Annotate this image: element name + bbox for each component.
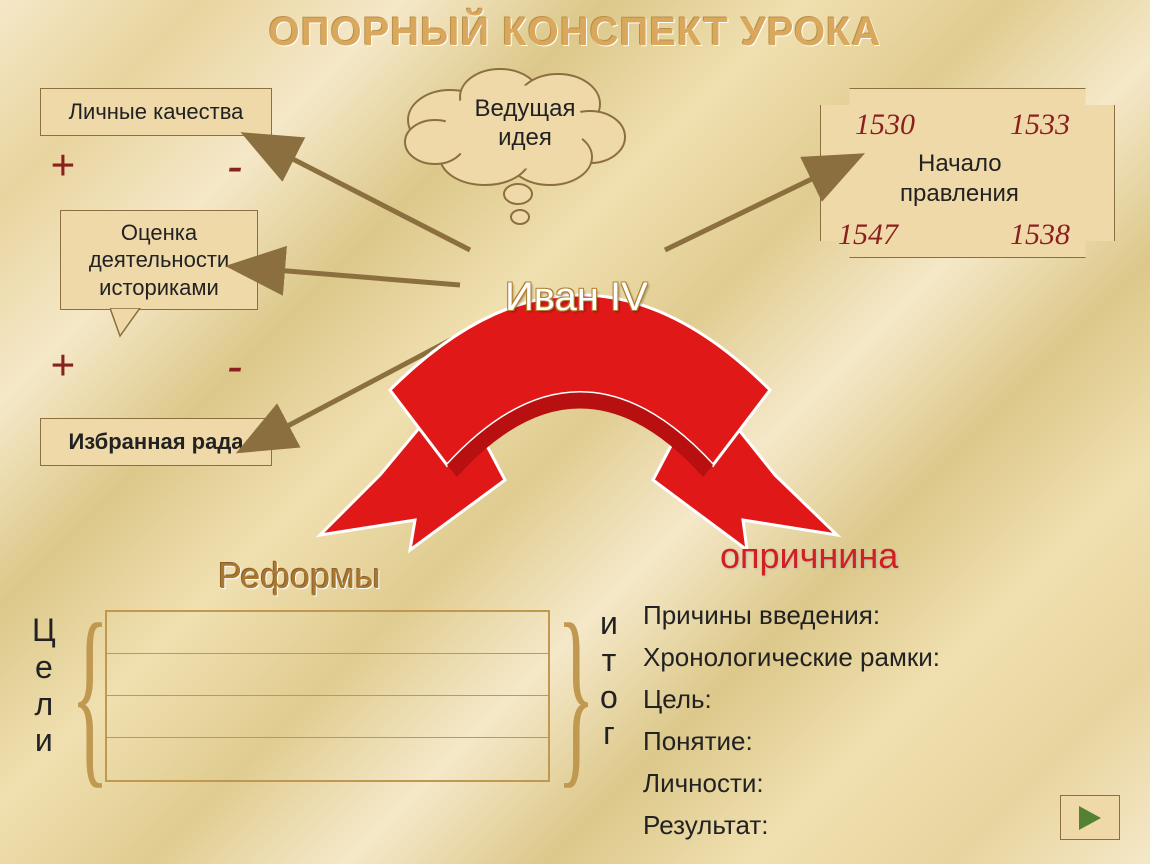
table-row: [107, 654, 548, 696]
section-oprichnina: опричнина: [720, 535, 898, 577]
table-row: [107, 738, 548, 780]
list-item: Причины введения:: [643, 600, 880, 631]
list-item: Результат:: [643, 810, 768, 841]
vert-char: Ц: [32, 612, 56, 649]
vert-char: т: [600, 642, 618, 679]
ribbon-label: Иван IV: [505, 275, 648, 320]
list-item: Хронологические рамки:: [643, 642, 940, 673]
play-icon: [1075, 804, 1105, 832]
list-item: Цель:: [643, 684, 712, 715]
vert-char: о: [600, 679, 618, 716]
vert-char: л: [32, 686, 56, 723]
vert-label-goals: Ц е л и: [32, 612, 56, 759]
brace-left-icon: {: [71, 615, 109, 775]
table-row: [107, 612, 548, 654]
vert-char: и: [600, 605, 618, 642]
vert-label-result: и т о г: [600, 605, 618, 752]
brace-right-icon: }: [557, 615, 595, 775]
list-item: Личности:: [643, 768, 764, 799]
vert-char: г: [600, 715, 618, 752]
table-row: [107, 696, 548, 738]
section-reformy: Реформы: [218, 555, 381, 597]
vert-char: е: [32, 649, 56, 686]
list-item: Понятие:: [643, 726, 753, 757]
next-button[interactable]: [1060, 795, 1120, 840]
vert-char: и: [32, 722, 56, 759]
reforms-table: [105, 610, 550, 782]
